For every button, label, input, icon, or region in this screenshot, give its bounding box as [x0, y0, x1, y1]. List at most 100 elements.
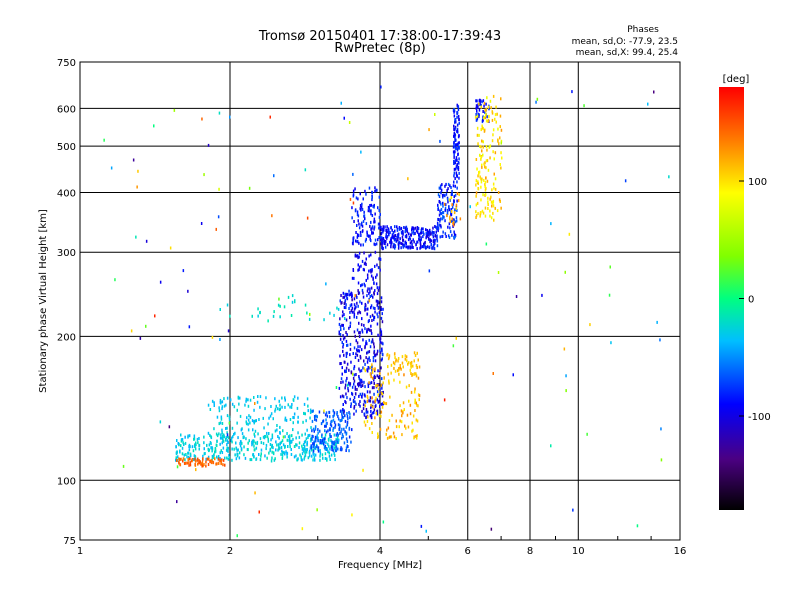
data-point [122, 464, 125, 468]
data-point [455, 336, 457, 340]
data-point [413, 436, 415, 440]
data-point [287, 445, 289, 448]
data-point [454, 167, 457, 171]
data-point [374, 264, 376, 268]
data-point [380, 228, 382, 232]
data-point [343, 441, 346, 445]
data-point [296, 443, 298, 447]
data-point [429, 240, 431, 244]
data-point [232, 435, 234, 439]
data-point [374, 189, 376, 193]
data-point [350, 303, 353, 307]
data-point [339, 325, 342, 329]
data-point [405, 225, 408, 229]
data-point [378, 399, 380, 403]
data-point [221, 405, 224, 409]
data-point [226, 414, 229, 418]
data-point [343, 427, 345, 431]
data-point [367, 307, 369, 311]
data-point [325, 418, 327, 422]
data-point [439, 186, 442, 190]
data-point [450, 193, 453, 197]
data-point [371, 365, 373, 369]
data-point [373, 220, 375, 224]
data-point [487, 168, 490, 172]
data-point [456, 199, 458, 203]
data-point [452, 184, 455, 188]
data-point [444, 208, 446, 212]
data-point [306, 448, 308, 452]
data-point [490, 216, 493, 220]
data-point [209, 433, 211, 437]
data-point [382, 307, 384, 311]
data-point [400, 226, 403, 230]
data-point [453, 232, 456, 236]
data-point [348, 368, 350, 372]
data-point [372, 359, 375, 363]
data-point [240, 447, 243, 451]
data-point [359, 345, 361, 349]
data-point [410, 240, 413, 244]
data-point [340, 409, 342, 413]
data-point [456, 186, 458, 190]
data-point [443, 215, 445, 219]
data-point [270, 412, 273, 416]
data-point [405, 245, 407, 249]
data-point [314, 458, 316, 462]
data-point [395, 425, 398, 429]
data-point [481, 163, 483, 167]
data-point [342, 310, 344, 314]
data-point [459, 217, 462, 221]
data-point [415, 243, 417, 247]
data-point [227, 457, 230, 461]
data-point [416, 366, 418, 369]
data-point [335, 433, 338, 437]
data-point [265, 447, 267, 451]
data-point [448, 205, 450, 209]
data-point [439, 211, 442, 215]
data-point [355, 339, 357, 343]
data-point [500, 166, 502, 170]
data-point [249, 421, 251, 425]
data-point [416, 240, 419, 244]
data-point [231, 447, 233, 451]
data-point [317, 446, 320, 450]
data-point [394, 246, 396, 250]
data-point [336, 411, 338, 414]
data-point [180, 439, 183, 443]
y-tick-label: 100 [57, 476, 76, 487]
data-point [325, 441, 327, 445]
data-point [308, 454, 311, 458]
data-point [373, 242, 375, 246]
data-point [489, 99, 492, 103]
data-point [369, 365, 372, 369]
data-point [263, 426, 265, 430]
data-point [413, 227, 415, 231]
data-point [332, 442, 335, 446]
data-point [362, 219, 365, 223]
data-point [370, 331, 373, 335]
data-point [374, 238, 377, 242]
data-point [323, 440, 326, 443]
data-point [187, 461, 190, 465]
data-point [374, 250, 377, 254]
data-point [377, 288, 380, 292]
data-point [455, 120, 457, 124]
data-point [220, 417, 223, 421]
data-point [333, 411, 336, 415]
data-point [359, 204, 362, 207]
data-point [353, 406, 355, 410]
data-point [344, 414, 346, 418]
data-point [399, 241, 401, 245]
data-point [364, 362, 366, 366]
data-point [354, 400, 356, 404]
data-point [277, 407, 279, 411]
data-point [327, 438, 330, 441]
data-point [380, 236, 382, 240]
data-point [367, 366, 369, 369]
data-point [393, 236, 395, 240]
data-point [328, 444, 330, 448]
data-point [366, 329, 368, 333]
data-point [226, 443, 228, 447]
data-point [371, 338, 374, 342]
